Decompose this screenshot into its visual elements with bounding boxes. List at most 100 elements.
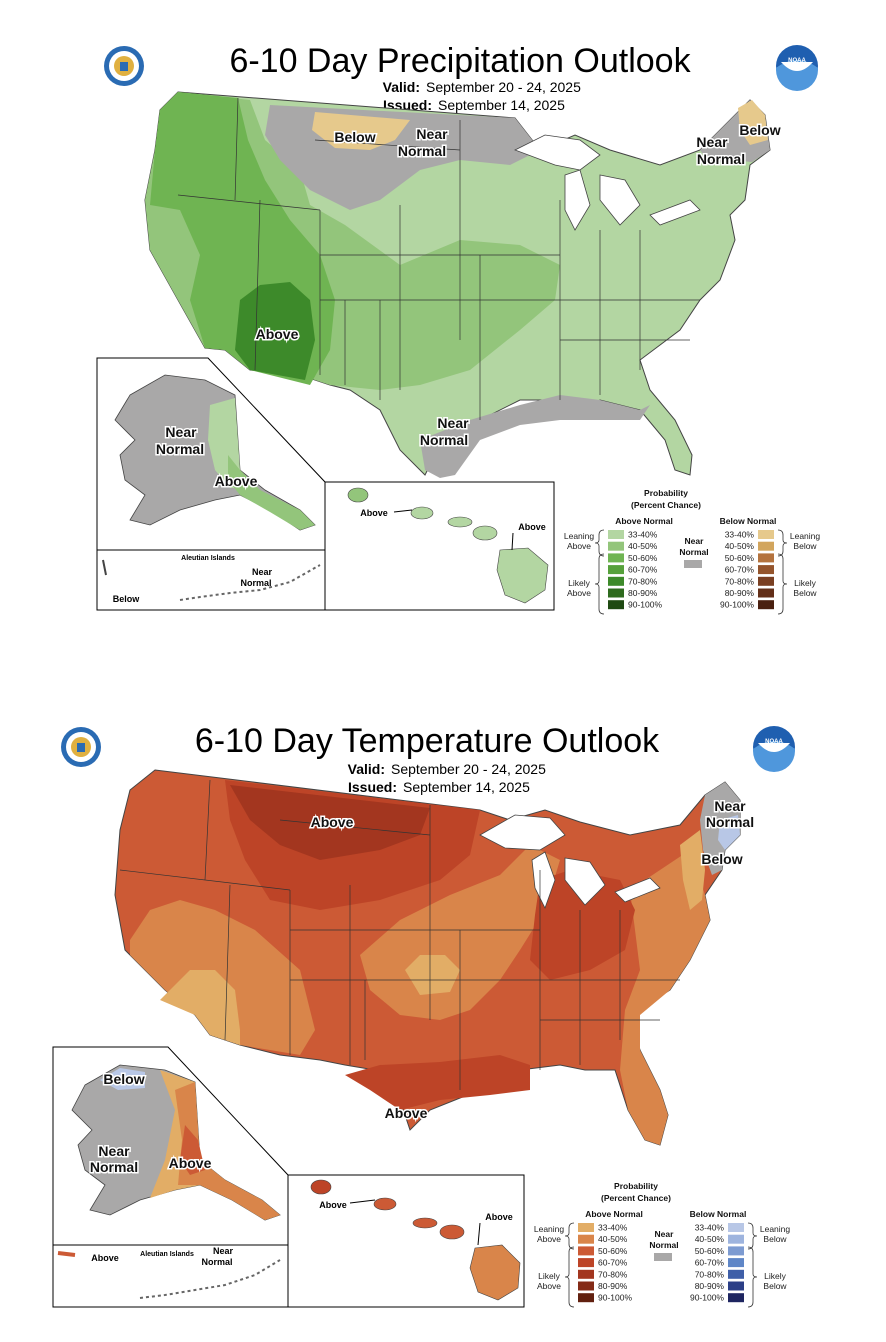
precip-label-above-sw: Above bbox=[256, 326, 299, 342]
temp-legend-brace-3 bbox=[747, 1222, 758, 1250]
temp-legend-below-range: 70-80% bbox=[695, 1269, 725, 1279]
precip-legend-above-range: 70-80% bbox=[628, 576, 658, 586]
temp-below-ne bbox=[718, 815, 740, 850]
temp-legend-above-range: 40-50% bbox=[598, 1234, 628, 1244]
temp-legend-brace-4 bbox=[747, 1246, 758, 1308]
temp-legend-below-swatch bbox=[728, 1258, 744, 1268]
precip-valid-label: Valid: bbox=[383, 79, 420, 95]
temp-legend-near-2: Normal bbox=[649, 1240, 678, 1250]
temp-legend-above-swatch bbox=[578, 1246, 594, 1256]
precip-label-near-north-2: Normal bbox=[398, 143, 446, 159]
precip-legend-above-swatch bbox=[608, 541, 624, 551]
precip-legend-above-swatch bbox=[608, 553, 624, 563]
precip-legend-leaning-below-1: Leaning bbox=[790, 531, 821, 541]
temp-aleutian-above: Above bbox=[91, 1253, 119, 1263]
temp-legend-above-range: 80-90% bbox=[598, 1281, 628, 1291]
precip-legend-below-range: 40-50% bbox=[725, 541, 755, 551]
temp-legend-leaning-above-2: Above bbox=[537, 1234, 561, 1244]
precip-legend-brace-4 bbox=[777, 553, 788, 615]
temp-legend-likely-above-2: Above bbox=[537, 1281, 561, 1291]
temp-legend-above-swatch bbox=[578, 1269, 594, 1279]
temp-legend-title-2: (Percent Chance) bbox=[601, 1193, 671, 1203]
state-boundaries bbox=[177, 97, 700, 420]
precip-label-near-ne-1: Near bbox=[696, 134, 728, 150]
temp-hawaii-inset bbox=[287, 1174, 525, 1308]
temp-legend-above-range: 70-80% bbox=[598, 1269, 628, 1279]
precip-legend-below-swatch bbox=[758, 600, 774, 610]
precip-legend-below-range: 60-70% bbox=[725, 565, 755, 575]
precip-legend-likely-above-1: Likely bbox=[568, 578, 590, 588]
temp-legend-title-1: Probability bbox=[614, 1181, 658, 1191]
precip-title: 6-10 Day Precipitation Outlook bbox=[229, 42, 691, 80]
temperature-outlook-panel: NOAA 6-10 Day Temperature Outlook Valid:… bbox=[0, 670, 886, 1342]
precip-hi-above-2: Above bbox=[518, 522, 546, 532]
temp-issued-label: Issued: bbox=[348, 779, 397, 795]
temp-legend-below-range: 40-50% bbox=[695, 1234, 725, 1244]
precip-legend-below-swatch bbox=[758, 565, 774, 575]
temp-33-40-central bbox=[405, 955, 460, 995]
great-lakes bbox=[514, 134, 701, 231]
temp-label-above-tx: Above bbox=[385, 1105, 428, 1121]
precip-legend-below-swatch bbox=[758, 576, 774, 586]
temp-legend-above-swatch bbox=[578, 1258, 594, 1268]
temp-valid-value: September 20 - 24, 2025 bbox=[391, 761, 546, 777]
temp-legend-above-range: 50-60% bbox=[598, 1246, 628, 1256]
temp-legend-above-range: 90-100% bbox=[598, 1293, 632, 1303]
temp-aleutian-near-1: Near bbox=[213, 1246, 234, 1256]
temp-legend-likely-below-1: Likely bbox=[764, 1271, 786, 1281]
precip-legend-above-swatch bbox=[608, 565, 624, 575]
precip-legend-above-range: 33-40% bbox=[628, 530, 658, 540]
precip-legend-below-range: 50-60% bbox=[725, 553, 755, 563]
temp-legend-likely-below-2: Below bbox=[763, 1281, 787, 1291]
temp-legend-below-range: 80-90% bbox=[695, 1281, 725, 1291]
temp-legend-above-swatch bbox=[578, 1293, 594, 1303]
precip-legend-likely-above-2: Above bbox=[567, 588, 591, 598]
precip-legend-below-range: 80-90% bbox=[725, 588, 755, 598]
temp-legend-below-swatch bbox=[728, 1234, 744, 1244]
temp-label-near-ne-1: Near bbox=[714, 798, 746, 814]
temp-legend-leaning-above-1: Leaning bbox=[534, 1224, 565, 1234]
precip-near-normal-tx bbox=[420, 395, 650, 478]
precip-legend-above-swatch bbox=[608, 576, 624, 586]
precip-label-near-ne-2: Normal bbox=[697, 151, 745, 167]
precipitation-outlook-panel: NOAA 6-10 Day Precipitation Outlook Vali… bbox=[0, 0, 886, 660]
precip-ak-above: Above bbox=[215, 473, 258, 489]
precip-legend-title-1: Probability bbox=[644, 488, 688, 498]
precip-hi-above-1: Above bbox=[360, 508, 388, 518]
temp-alaska-inset bbox=[52, 1046, 289, 1308]
doc-seal-icon bbox=[104, 46, 144, 86]
precip-valid-value: September 20 - 24, 2025 bbox=[426, 79, 581, 95]
precipitation-map: NOAA 6-10 Day Precipitation Outlook Vali… bbox=[96, 42, 821, 615]
precip-legend-above-range: 50-60% bbox=[628, 553, 658, 563]
temp-legend-below-swatch bbox=[728, 1293, 744, 1303]
temp-legend-below-range: 90-100% bbox=[690, 1293, 724, 1303]
temp-legend-below-swatch bbox=[728, 1281, 744, 1291]
temp-40-50-east bbox=[620, 850, 710, 1145]
precip-aleutian-near-1: Near bbox=[252, 567, 273, 577]
temp-33-40-ne bbox=[680, 830, 705, 910]
precip-legend-below-swatch bbox=[758, 530, 774, 539]
svg-text:NOAA: NOAA bbox=[765, 739, 783, 745]
temp-legend-below-swatch bbox=[728, 1223, 744, 1232]
precip-legend-below-range: 33-40% bbox=[725, 530, 755, 540]
temp-70-80-north bbox=[230, 785, 430, 860]
precip-legend-below-range: 90-100% bbox=[720, 600, 754, 610]
precip-label-below-ne: Below bbox=[739, 122, 780, 138]
temp-legend-brace-2 bbox=[564, 1246, 575, 1308]
temp-ak-above: Above bbox=[169, 1155, 212, 1171]
temp-legend-above-swatch bbox=[578, 1223, 594, 1232]
temp-valid-label: Valid: bbox=[348, 761, 385, 777]
precip-legend-below-header: Below Normal bbox=[720, 516, 777, 526]
noaa-logo-icon: NOAA bbox=[776, 45, 818, 91]
svg-text:NOAA: NOAA bbox=[788, 58, 806, 64]
precip-legend: Probability (Percent Chance) Above Normal B… bbox=[564, 488, 821, 615]
temp-legend-brace-1 bbox=[564, 1222, 575, 1250]
precip-legend-brace-2 bbox=[594, 553, 605, 615]
temp-title: 6-10 Day Temperature Outlook bbox=[195, 722, 660, 760]
precip-issued-value: September 14, 2025 bbox=[438, 97, 565, 113]
precip-label-near-north-1: Near bbox=[416, 126, 448, 142]
temp-ak-below: Below bbox=[103, 1071, 144, 1087]
temp-legend-leaning-below-1: Leaning bbox=[760, 1224, 791, 1234]
precip-below-north bbox=[312, 112, 410, 150]
precip-legend-leaning-above-1: Leaning bbox=[564, 531, 595, 541]
